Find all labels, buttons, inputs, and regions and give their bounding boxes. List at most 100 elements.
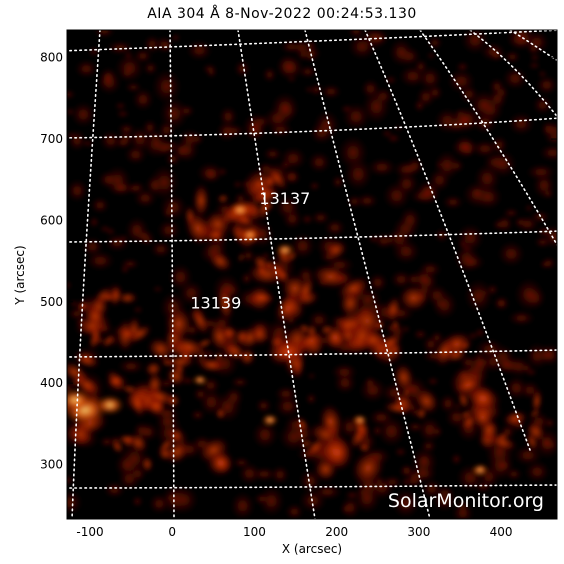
network-cell	[160, 40, 172, 51]
network-cell	[103, 481, 126, 498]
longitude-line	[364, 30, 531, 451]
plage-patch	[107, 375, 125, 388]
network-cell	[421, 479, 443, 499]
network-cell	[495, 459, 512, 472]
network-cell	[274, 395, 301, 418]
plage-patch	[383, 401, 412, 415]
network-cell	[279, 147, 307, 170]
bright-kernel	[472, 464, 488, 476]
network-cell	[178, 280, 204, 306]
plage-patch	[184, 211, 212, 246]
plage-patch	[249, 291, 276, 305]
plage-patch	[111, 439, 124, 454]
network-cell	[503, 208, 520, 218]
y-axis-label: Y (arcsec)	[13, 245, 27, 305]
plage-patch	[297, 275, 315, 305]
network-cell	[263, 147, 283, 161]
network-cell	[497, 356, 514, 373]
network-cell	[399, 207, 421, 233]
network-cell	[451, 453, 462, 465]
network-cell	[159, 97, 189, 130]
bright-kernel	[262, 414, 278, 426]
network-cell	[416, 86, 436, 108]
network-cell	[290, 423, 316, 445]
plage-patch	[206, 449, 235, 477]
network-cell	[407, 157, 423, 175]
network-cell	[93, 30, 116, 38]
x-tick-label: 200	[325, 525, 348, 539]
network-cell	[442, 195, 464, 209]
network-cell	[539, 343, 557, 366]
network-cell	[324, 219, 346, 236]
plage-patch	[235, 328, 249, 346]
network-cell	[263, 67, 277, 83]
latitude-line	[67, 117, 557, 139]
network-cell	[390, 270, 413, 289]
network-cell	[150, 241, 172, 258]
network-cell	[275, 195, 301, 220]
network-cell	[514, 277, 544, 311]
network-cell	[312, 484, 343, 500]
network-cell	[387, 226, 412, 252]
network-cell	[88, 46, 99, 57]
network-cell	[170, 34, 181, 42]
plage-patch	[117, 291, 138, 305]
y-tick-label: 800	[40, 51, 63, 65]
x-tick-label: 400	[490, 525, 513, 539]
network-cell	[99, 436, 115, 447]
network-cell	[464, 278, 493, 313]
plage-patch	[502, 410, 528, 426]
network-cell	[381, 130, 393, 137]
network-cell	[524, 460, 550, 483]
network-cell	[527, 42, 539, 55]
region-labels: 13137 13139	[190, 189, 310, 312]
network-cell	[489, 49, 504, 62]
plage-patch	[361, 328, 386, 352]
network-cell	[268, 122, 293, 137]
network-cell	[331, 363, 358, 381]
network-cell	[320, 84, 342, 99]
network-cell	[258, 485, 285, 517]
network-cell	[232, 457, 251, 468]
network-cell	[190, 409, 205, 421]
longitude-line	[71, 30, 101, 519]
network-cell	[145, 175, 164, 196]
plot-frame	[66, 29, 558, 520]
network-cell	[132, 495, 143, 507]
network-cell	[507, 112, 535, 135]
network-cell	[392, 488, 420, 519]
network-cell	[116, 110, 130, 118]
plage-patch	[252, 179, 266, 189]
network-cell	[458, 239, 468, 249]
network-cell	[105, 228, 116, 235]
network-cell	[233, 180, 243, 189]
network-cell	[406, 477, 421, 486]
longitude-line	[304, 30, 431, 519]
x-tick-label: 0	[168, 525, 176, 539]
network-cell	[313, 110, 340, 140]
network-cell	[534, 236, 551, 248]
network-cell	[133, 306, 143, 314]
plage-patch	[205, 227, 225, 243]
network-cell	[368, 273, 388, 292]
network-cell	[307, 373, 316, 379]
network-cell	[159, 193, 187, 221]
plage-patch	[262, 174, 277, 189]
plage-patch	[385, 295, 401, 323]
network-cell	[486, 284, 499, 295]
network-cell	[311, 211, 331, 225]
network-cell	[464, 147, 473, 156]
plage-patch	[250, 322, 270, 346]
plage-patch	[145, 396, 166, 418]
network-cell	[99, 67, 117, 88]
plage-patch	[102, 334, 115, 349]
network-cell	[230, 491, 255, 519]
plage-patch	[197, 338, 213, 349]
network-cell	[234, 60, 251, 78]
network-cell	[453, 403, 462, 409]
network-cell	[456, 62, 469, 72]
network-cell	[497, 241, 525, 267]
y-tick-label: 500	[40, 295, 63, 309]
plage-patch	[170, 336, 208, 359]
x-tick-label: 100	[243, 525, 266, 539]
